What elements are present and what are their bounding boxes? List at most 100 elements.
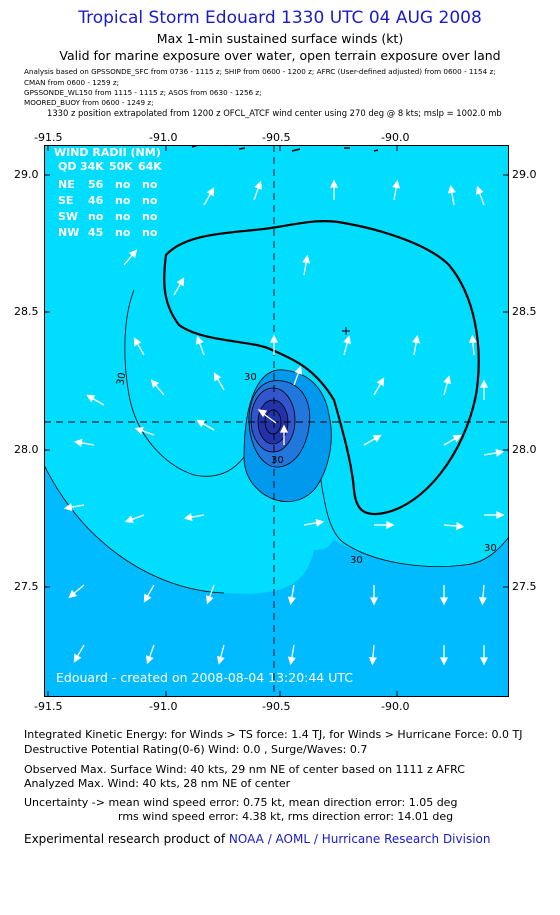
analysis-line: GPSSONDE_WL150 from 1115 - 1115 z; ASOS … xyxy=(24,88,262,97)
wind-field-map: 30 30 30 30 30 WIND RADII (NM) QD 34K 50… xyxy=(44,145,509,697)
analysis-line: MOORED_BUOY from 0600 - 1249 z; xyxy=(24,98,154,107)
y-tick-left: 29.0 xyxy=(14,168,39,181)
subtitle-exposure: Valid for marine exposure over water, op… xyxy=(59,48,501,63)
wind-arrow xyxy=(479,379,489,400)
wind-arrow xyxy=(363,434,382,446)
contour-label: 30 xyxy=(244,372,257,383)
wind-arrow xyxy=(183,513,205,522)
x-tick-bottom: -90.5 xyxy=(262,700,291,713)
wind-radii-34k: 45 xyxy=(88,226,103,239)
wind-arrow xyxy=(196,419,215,431)
wind-arrow xyxy=(203,187,215,206)
wind-arrow xyxy=(173,277,185,296)
y-tick-left: 27.5 xyxy=(14,580,39,593)
observed-max-wind-text: Observed Max. Surface Wind: 40 kts, 29 n… xyxy=(24,763,465,776)
wind-radii-50k: no xyxy=(115,178,131,191)
wind-arrow xyxy=(145,644,155,665)
wind-arrow xyxy=(443,375,452,396)
wind-radii-title: WIND RADII (NM) xyxy=(54,146,161,159)
wind-radii-quadrant: SW xyxy=(58,210,78,223)
x-tick-top: -90.0 xyxy=(381,131,410,144)
wind-arrow xyxy=(443,522,465,531)
wind-arrow xyxy=(374,520,395,530)
wind-arrow xyxy=(279,424,289,445)
wind-arrow xyxy=(484,510,505,520)
contour-30-west xyxy=(124,289,245,477)
wind-radii-64k: no xyxy=(142,178,158,191)
wind-arrow xyxy=(343,335,352,356)
contour-label: 30 xyxy=(115,372,128,386)
wind-radii-34k: 56 xyxy=(88,178,104,191)
contour-label: 30 xyxy=(350,555,363,566)
map-caption: Edouard - created on 2008-08-04 13:20:44… xyxy=(56,670,353,685)
contour-30-lower xyxy=(44,464,225,594)
x-tick-bottom: -90.0 xyxy=(381,700,410,713)
x-tick-top: -91.0 xyxy=(149,131,178,144)
wind-radii-50k: no xyxy=(115,194,131,207)
wind-arrow xyxy=(73,438,95,447)
credit-line: Experimental research product of NOAA / … xyxy=(24,832,490,846)
wind-radii-64k: no xyxy=(142,194,158,207)
wind-arrow xyxy=(73,644,85,663)
wind-radii-header: QD xyxy=(58,160,76,173)
wind-radii-header: 64K xyxy=(138,160,162,173)
wind-arrow xyxy=(63,503,85,512)
wind-radii-table: WIND RADII (NM) QD 34K 50K 64K NE 56 no … xyxy=(54,146,162,239)
map-frame xyxy=(44,145,509,697)
center-arrow xyxy=(257,409,277,424)
wind-radii-34k: 46 xyxy=(88,194,104,207)
wind-arrow xyxy=(68,584,85,599)
wind-arrow xyxy=(124,514,145,524)
wind-arrow xyxy=(443,434,462,446)
wind-arrow xyxy=(293,365,303,386)
subtitle-wind-type: Max 1-min sustained surface winds (kt) xyxy=(156,31,404,46)
x-tick-top: -91.5 xyxy=(34,131,63,144)
wind-radii-50k: no xyxy=(115,226,131,239)
credit-link[interactable]: NOAA / AOML / Hurricane Research Divisio… xyxy=(228,832,491,846)
analysis-line: Analysis based on GPSSONDE_SFC from 0736… xyxy=(24,67,496,76)
wind-radii-header: 34K xyxy=(80,160,104,173)
wind-arrow xyxy=(134,426,155,436)
wind-arrow xyxy=(392,179,401,201)
wind-radii-quadrant: NE xyxy=(58,178,75,191)
wind-arrow xyxy=(329,179,339,200)
y-tick-right: 28.5 xyxy=(512,305,537,318)
wind-arrow xyxy=(475,185,485,206)
wind-radii-quadrant: NW xyxy=(58,226,79,239)
wind-arrow xyxy=(302,254,311,276)
wind-arrow xyxy=(483,448,505,457)
wind-radii-quadrant: SE xyxy=(58,194,73,207)
wind-region-lower xyxy=(44,465,509,697)
contour-40-thick xyxy=(163,220,480,516)
wind-arrow xyxy=(133,337,145,356)
wind-arrow xyxy=(123,249,138,266)
wind-arrow xyxy=(439,645,449,666)
wind-radii-64k: no xyxy=(142,210,158,223)
wind-arrow xyxy=(213,372,225,391)
uncertainty-rms-text: rms wind speed error: 4.38 kt, rms direc… xyxy=(118,810,454,823)
wind-arrow xyxy=(412,334,421,356)
contour-label: 30 xyxy=(271,455,284,466)
wind-radii-64k: no xyxy=(142,226,158,239)
analysis-line: CMAN from 0600 - 1259 z; xyxy=(24,78,120,87)
wind-arrow xyxy=(369,585,379,606)
y-tick-left: 28.5 xyxy=(14,305,39,318)
wind-arrows xyxy=(63,179,505,666)
wind-radii-50k: no xyxy=(115,210,131,223)
uncertainty-mean-text: Uncertainty -> mean wind speed error: 0.… xyxy=(24,796,458,809)
contour-label: 30 xyxy=(484,543,497,554)
max-wind-marker xyxy=(342,327,350,335)
destructive-potential-text: Destructive Potential Rating(0-6) Wind: … xyxy=(24,743,368,756)
wind-arrow xyxy=(439,585,449,606)
wind-arrow xyxy=(373,377,385,396)
analyzed-max-wind-text: Analyzed Max. Wind: 40 kts, 28 nm NE of … xyxy=(24,777,291,790)
wind-arrow xyxy=(216,644,225,665)
wind-arrow xyxy=(287,644,296,666)
wind-arrow xyxy=(253,180,263,201)
wind-arrow xyxy=(143,584,155,603)
wind-arrow xyxy=(195,335,205,356)
wind-arrow xyxy=(447,184,456,206)
x-tick-bottom: -91.0 xyxy=(149,700,178,713)
wind-radii-34k: no xyxy=(88,210,104,223)
wind-arrow xyxy=(205,584,215,605)
